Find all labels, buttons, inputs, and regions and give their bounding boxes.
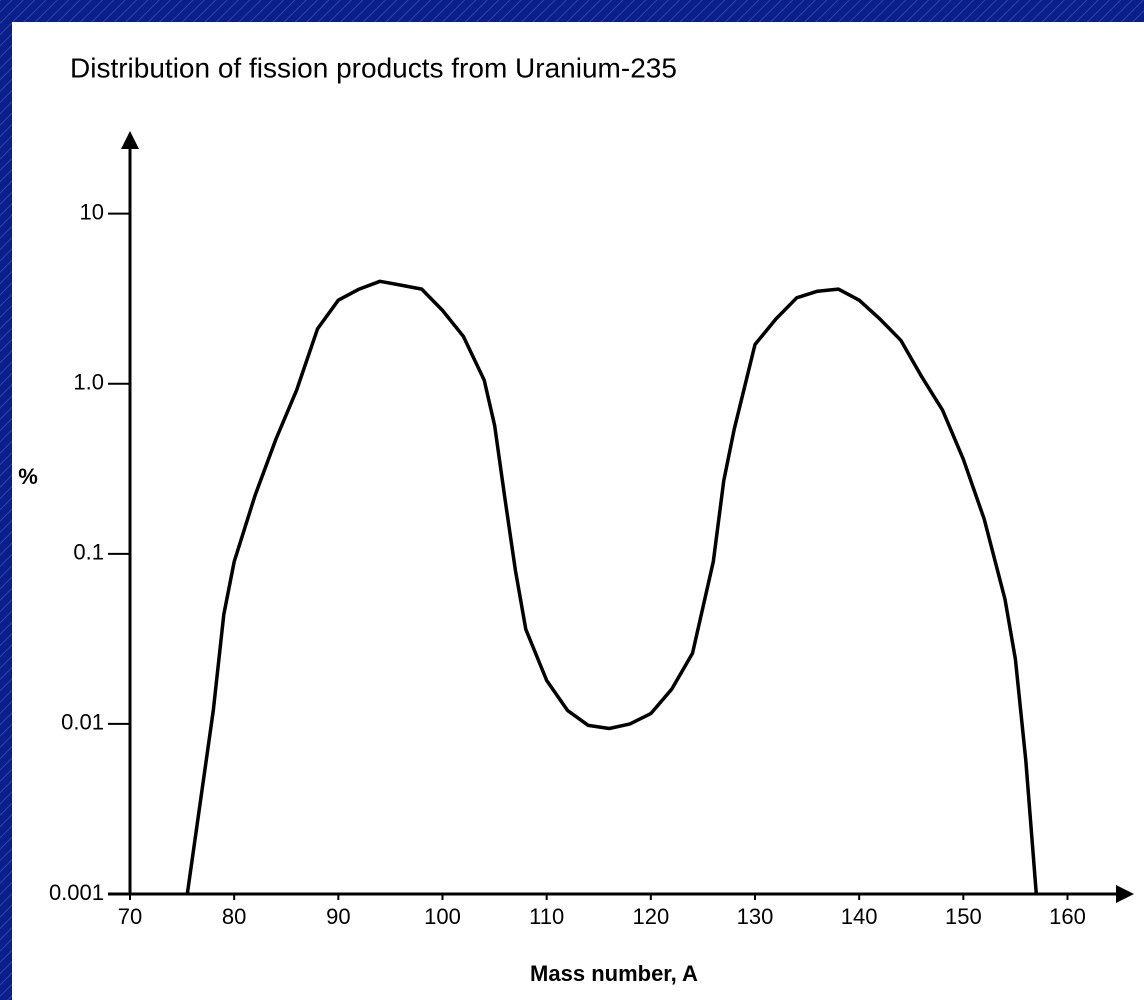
x-tick-label: 160 bbox=[1049, 904, 1086, 929]
x-tick-label: 110 bbox=[529, 904, 564, 929]
x-tick-label: 150 bbox=[945, 904, 982, 929]
data-line bbox=[185, 279, 1039, 895]
y-tick-label: 1.0 bbox=[73, 370, 104, 395]
y-axis-label: % bbox=[18, 464, 38, 489]
chart-title: Distribution of fission products from Ur… bbox=[70, 52, 677, 83]
y-tick-label: 0.01 bbox=[61, 710, 104, 735]
x-tick-label: 140 bbox=[841, 904, 878, 929]
x-tick-label: 100 bbox=[424, 904, 461, 929]
x-axis-label: Mass number, A bbox=[530, 961, 698, 986]
y-tick-label: 0.001 bbox=[49, 880, 104, 905]
x-tick-label: 80 bbox=[222, 904, 246, 929]
chart-panel bbox=[12, 22, 1144, 1000]
y-tick-label: 10 bbox=[80, 199, 104, 224]
x-tick-label: 90 bbox=[326, 904, 350, 929]
x-tick-label: 70 bbox=[118, 904, 142, 929]
x-tick-label: 130 bbox=[737, 904, 774, 929]
x-tick-label: 120 bbox=[632, 904, 669, 929]
y-tick-label: 0.1 bbox=[73, 540, 104, 565]
